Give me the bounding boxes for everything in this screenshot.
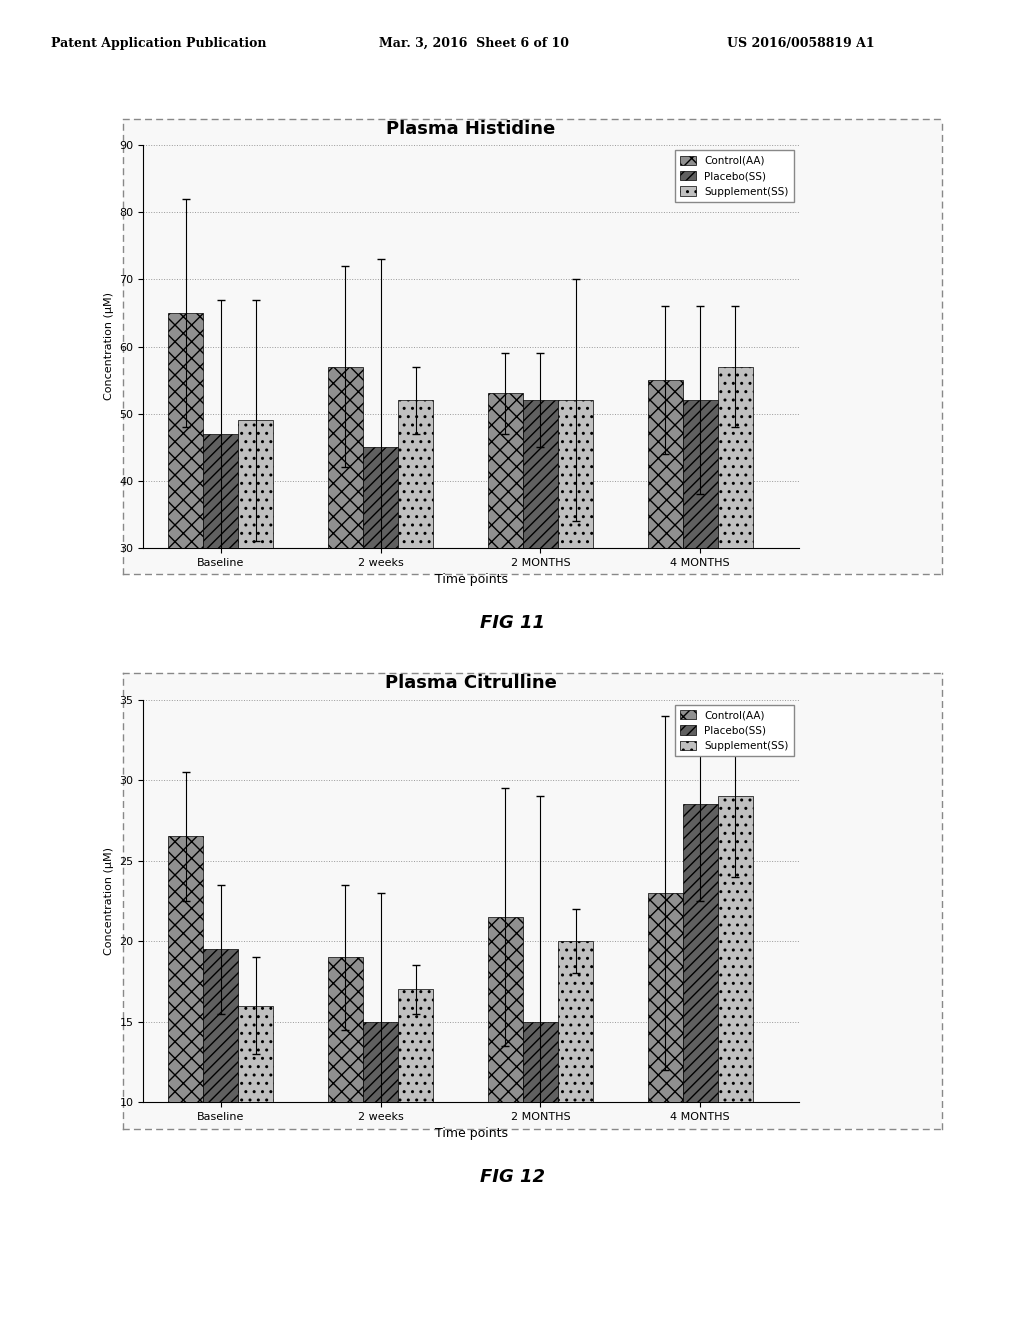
Text: US 2016/0058819 A1: US 2016/0058819 A1 — [727, 37, 874, 50]
Title: Plasma Citrulline: Plasma Citrulline — [385, 675, 557, 693]
Bar — [362, 447, 398, 548]
Bar — [718, 796, 753, 1102]
Bar — [558, 400, 593, 548]
Bar — [558, 941, 593, 1102]
Text: Mar. 3, 2016  Sheet 6 of 10: Mar. 3, 2016 Sheet 6 of 10 — [379, 37, 569, 50]
Bar — [718, 367, 753, 548]
Text: FIG 12: FIG 12 — [479, 1168, 545, 1187]
Bar — [168, 313, 203, 548]
Title: Plasma Histidine: Plasma Histidine — [386, 120, 556, 139]
Bar — [203, 434, 239, 548]
Bar — [647, 892, 683, 1102]
Bar — [239, 420, 273, 548]
Y-axis label: Concentration (μM): Concentration (μM) — [104, 293, 114, 400]
Bar — [239, 1006, 273, 1102]
Bar — [487, 393, 523, 548]
Y-axis label: Concentration (μM): Concentration (μM) — [104, 847, 114, 954]
Bar — [683, 804, 718, 1102]
Bar — [328, 957, 362, 1102]
Bar — [683, 400, 718, 548]
Bar — [523, 1022, 558, 1102]
Bar — [647, 380, 683, 548]
X-axis label: Time points: Time points — [434, 573, 508, 586]
Bar — [523, 400, 558, 548]
Bar — [487, 917, 523, 1102]
Bar — [398, 990, 433, 1102]
Bar — [168, 837, 203, 1102]
Bar — [398, 400, 433, 548]
Text: Patent Application Publication: Patent Application Publication — [51, 37, 266, 50]
Bar — [362, 1022, 398, 1102]
X-axis label: Time points: Time points — [434, 1127, 508, 1140]
Bar — [203, 949, 239, 1102]
Legend: Control(AA), Placebo(SS), Supplement(SS): Control(AA), Placebo(SS), Supplement(SS) — [675, 150, 794, 202]
Text: FIG 11: FIG 11 — [479, 614, 545, 632]
Bar — [328, 367, 362, 548]
Legend: Control(AA), Placebo(SS), Supplement(SS): Control(AA), Placebo(SS), Supplement(SS) — [675, 705, 794, 756]
